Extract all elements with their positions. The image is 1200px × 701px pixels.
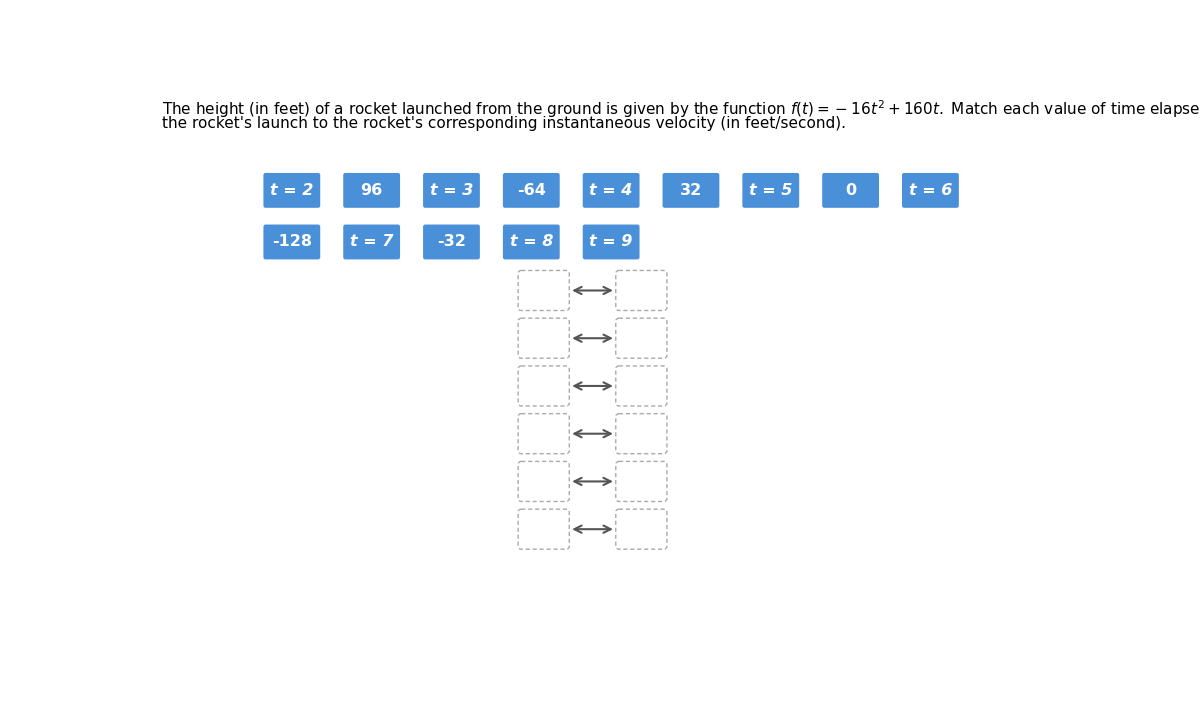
FancyBboxPatch shape (263, 172, 322, 209)
Text: t = 7: t = 7 (350, 234, 394, 250)
FancyBboxPatch shape (518, 414, 569, 454)
FancyBboxPatch shape (502, 224, 560, 261)
Text: t = 2: t = 2 (270, 183, 313, 198)
FancyBboxPatch shape (422, 224, 481, 261)
Text: -64: -64 (517, 183, 546, 198)
Text: t = 4: t = 4 (589, 183, 632, 198)
FancyBboxPatch shape (742, 172, 800, 209)
FancyBboxPatch shape (616, 414, 667, 454)
Text: The height (in feet) of a rocket launched from the ground is given by the functi: The height (in feet) of a rocket launche… (162, 98, 1200, 120)
FancyBboxPatch shape (342, 224, 401, 261)
Text: the rocket's launch to the rocket's corresponding instantaneous velocity (in fee: the rocket's launch to the rocket's corr… (162, 116, 846, 132)
FancyBboxPatch shape (518, 366, 569, 406)
FancyBboxPatch shape (661, 172, 720, 209)
FancyBboxPatch shape (616, 318, 667, 358)
Text: -128: -128 (272, 234, 312, 250)
FancyBboxPatch shape (342, 172, 401, 209)
FancyBboxPatch shape (616, 366, 667, 406)
Text: t = 5: t = 5 (749, 183, 792, 198)
FancyBboxPatch shape (422, 172, 481, 209)
FancyBboxPatch shape (518, 271, 569, 311)
Text: t = 3: t = 3 (430, 183, 473, 198)
Text: t = 6: t = 6 (908, 183, 952, 198)
FancyBboxPatch shape (901, 172, 960, 209)
FancyBboxPatch shape (263, 224, 322, 261)
Text: 0: 0 (845, 183, 856, 198)
FancyBboxPatch shape (616, 509, 667, 549)
FancyBboxPatch shape (582, 172, 641, 209)
FancyBboxPatch shape (616, 461, 667, 501)
Text: t = 8: t = 8 (510, 234, 553, 250)
FancyBboxPatch shape (582, 224, 641, 261)
Text: 32: 32 (680, 183, 702, 198)
FancyBboxPatch shape (518, 509, 569, 549)
FancyBboxPatch shape (821, 172, 880, 209)
FancyBboxPatch shape (502, 172, 560, 209)
Text: 96: 96 (360, 183, 383, 198)
FancyBboxPatch shape (616, 271, 667, 311)
FancyBboxPatch shape (518, 461, 569, 501)
FancyBboxPatch shape (518, 318, 569, 358)
Text: t = 9: t = 9 (589, 234, 632, 250)
Text: -32: -32 (437, 234, 466, 250)
